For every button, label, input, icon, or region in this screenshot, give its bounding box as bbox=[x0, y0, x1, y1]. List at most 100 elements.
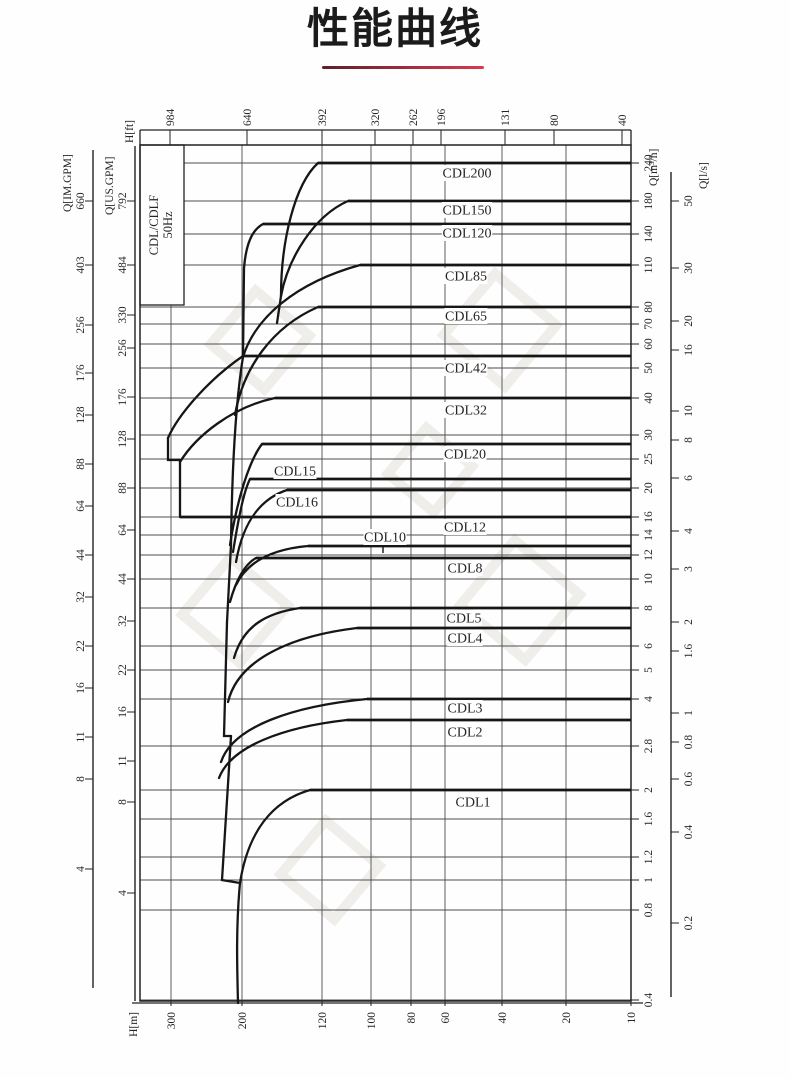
model-label-CDL65: CDL65 bbox=[445, 310, 487, 325]
model-label-CDL10: CDL10 bbox=[364, 531, 406, 546]
bottom-axis-tick-label: 40 bbox=[497, 1012, 509, 1024]
right-outer-tick-label: 1 bbox=[683, 710, 695, 716]
right-inner-tick-label: 70 bbox=[643, 318, 655, 330]
right-outer-tick-label: 16 bbox=[683, 344, 695, 356]
left-outer-tick-label: 8 bbox=[75, 776, 87, 782]
model-label-bg-CDL42 bbox=[444, 360, 488, 376]
right-inner-tick-label: 240 bbox=[643, 154, 655, 172]
model-label-CDL200: CDL200 bbox=[443, 167, 492, 182]
top-axis-tick-label: 984 bbox=[165, 109, 177, 127]
left-inner-tick-label: 22 bbox=[117, 664, 129, 676]
model-label-CDL120: CDL120 bbox=[443, 227, 492, 242]
right-inner-tick-label: 8 bbox=[643, 605, 655, 611]
right-inner-tick-label: 1.6 bbox=[643, 812, 655, 827]
model-label-bg-CDL200 bbox=[441, 165, 493, 181]
model-label-CDL3: CDL3 bbox=[448, 702, 483, 717]
right-outer-tick-label: 10 bbox=[683, 405, 695, 417]
left-inner-tick-label: 8 bbox=[117, 799, 129, 805]
left-inner-tick-label: 256 bbox=[117, 339, 129, 357]
top-axis-title: H[ft] bbox=[124, 120, 136, 143]
right-inner-tick-label: 80 bbox=[643, 301, 655, 313]
right-inner-tick-label: 110 bbox=[643, 256, 655, 273]
left-inner-tick-label: 4 bbox=[117, 890, 129, 896]
model-label-CDL15: CDL15 bbox=[274, 465, 316, 480]
left-outer-tick-label: 660 bbox=[75, 192, 87, 210]
right-outer-tick-label: 50 bbox=[683, 195, 695, 207]
bottom-axis-tick-label: 60 bbox=[440, 1012, 452, 1024]
right-outer-axis-title: Q[l/s] bbox=[698, 162, 710, 189]
right-inner-tick-label: 0.4 bbox=[643, 993, 655, 1008]
envelope-stem bbox=[241, 266, 246, 358]
right-inner-tick-label: 1 bbox=[643, 877, 655, 883]
left-inner-tick-label: 11 bbox=[117, 755, 129, 766]
boundary-curve-CDL150 bbox=[279, 199, 350, 298]
model-label-CDL42: CDL42 bbox=[445, 362, 487, 377]
boundary-curve-CDL1 bbox=[238, 788, 312, 885]
left-inner-tick-label: 128 bbox=[117, 430, 129, 448]
left-inner-tick-label: 330 bbox=[117, 306, 129, 324]
top-axis-tick-label: 196 bbox=[436, 109, 448, 127]
model-label-CDL1: CDL1 bbox=[456, 796, 491, 811]
watermark-mark bbox=[203, 283, 317, 397]
left-inner-tick-label: 176 bbox=[117, 388, 129, 406]
bottom-axis-title: H[m] bbox=[128, 1012, 140, 1037]
left-outer-tick-label: 128 bbox=[75, 406, 87, 424]
left-outer-tick-label: 176 bbox=[75, 364, 87, 382]
boundary-curve-CDL2 bbox=[217, 718, 349, 780]
envelope-stem bbox=[222, 620, 233, 738]
model-label-bg-CDL85 bbox=[444, 268, 488, 284]
bottom-axis-tick-label: 80 bbox=[406, 1012, 418, 1024]
model-label-CDL8: CDL8 bbox=[448, 562, 483, 577]
model-label-CDL20: CDL20 bbox=[444, 448, 486, 463]
left-outer-tick-label: 64 bbox=[75, 500, 87, 512]
model-label-bg-CDL20 bbox=[443, 446, 487, 462]
right-inner-tick-label: 6 bbox=[643, 643, 655, 649]
left-outer-tick-label: 4 bbox=[75, 866, 87, 872]
bottom-axis-tick-label: 20 bbox=[561, 1012, 573, 1024]
model-label-CDL16: CDL16 bbox=[276, 496, 318, 511]
right-outer-tick-label: 6 bbox=[683, 475, 695, 481]
boundary-curve-CDL4 bbox=[226, 626, 359, 704]
top-axis-tick-label: 392 bbox=[317, 109, 329, 127]
right-inner-tick-label: 60 bbox=[643, 338, 655, 350]
right-inner-tick-label: 30 bbox=[643, 429, 655, 441]
model-label-bg-CDL12 bbox=[443, 519, 487, 535]
plot-border bbox=[139, 144, 632, 1002]
envelope-stem bbox=[275, 294, 283, 325]
boundary-curve-CDL32 bbox=[178, 396, 277, 464]
model-label-bg-CDL32 bbox=[444, 402, 488, 418]
model-label-CDL85: CDL85 bbox=[445, 270, 487, 285]
right-inner-tick-label: 140 bbox=[643, 225, 655, 243]
left-inner-tick-label: 484 bbox=[117, 256, 129, 274]
title-underline bbox=[322, 66, 484, 69]
envelope-stem bbox=[225, 543, 233, 624]
boundary-curve-CDL65 bbox=[233, 305, 320, 417]
left-inner-tick-label: 32 bbox=[117, 615, 129, 627]
model-label-bg-CDL16 bbox=[275, 494, 319, 510]
boundary-curve-CDL8 bbox=[228, 556, 258, 604]
left-outer-tick-label: 44 bbox=[75, 549, 87, 561]
page-title: 性能曲线 bbox=[306, 5, 483, 52]
boundary-curve-CDL15 bbox=[231, 477, 252, 554]
right-inner-tick-label: 5 bbox=[643, 667, 655, 673]
bottom-axis-tick-label: 10 bbox=[626, 1012, 638, 1024]
model-label-bg-CDL120 bbox=[441, 225, 493, 241]
right-inner-tick-label: 0.8 bbox=[643, 903, 655, 918]
left-outer-tick-label: 22 bbox=[75, 640, 87, 652]
left-inner-tick-label: 44 bbox=[117, 573, 129, 585]
model-label-bg-CDL65 bbox=[444, 308, 488, 324]
left-outer-tick-label: 11 bbox=[75, 731, 87, 742]
left-inner-tick-label: 64 bbox=[117, 524, 129, 536]
model-label-bg-CDL15 bbox=[273, 463, 317, 479]
left-outer-tick-label: 16 bbox=[75, 682, 87, 694]
top-axis-tick-label: 262 bbox=[408, 109, 420, 127]
top-axis-tick-label: 80 bbox=[549, 114, 561, 126]
bottom-axis-tick-label: 300 bbox=[166, 1012, 178, 1030]
boundary-curve-CDL3 bbox=[219, 697, 369, 764]
model-label-bg-CDL150 bbox=[441, 202, 493, 218]
bottom-axis-tick-label: 200 bbox=[237, 1012, 249, 1030]
right-outer-tick-label: 3 bbox=[683, 566, 695, 572]
boundary-curve-CDL5 bbox=[232, 606, 302, 660]
right-inner-tick-label: 20 bbox=[643, 482, 655, 494]
right-inner-tick-label: 16 bbox=[643, 511, 655, 523]
